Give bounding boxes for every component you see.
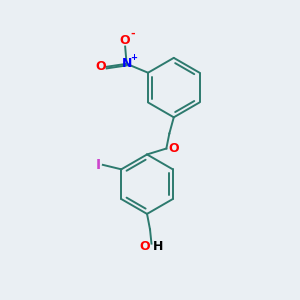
Text: +: + xyxy=(130,53,137,62)
Text: O: O xyxy=(140,239,150,253)
Text: O: O xyxy=(169,142,179,155)
Text: I: I xyxy=(96,158,101,172)
Text: O: O xyxy=(120,34,130,46)
Text: O: O xyxy=(95,60,106,73)
Text: -: - xyxy=(130,29,135,39)
Text: N: N xyxy=(122,57,132,70)
Text: H: H xyxy=(153,239,163,253)
